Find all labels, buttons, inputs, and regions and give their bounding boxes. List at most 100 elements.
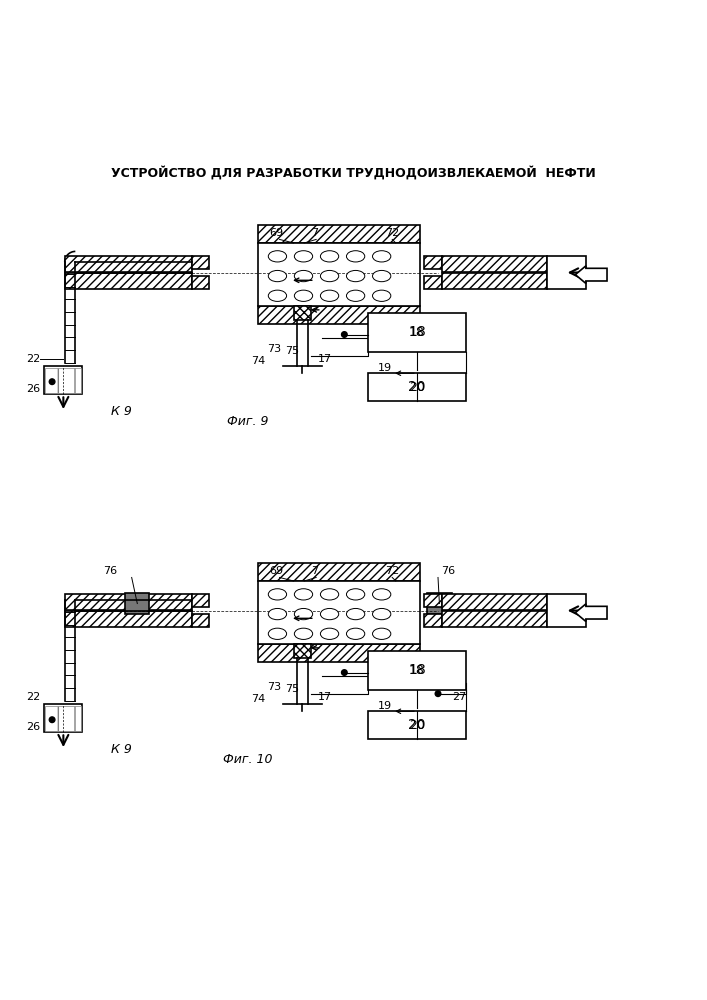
Text: 20: 20: [409, 719, 425, 732]
Text: 18: 18: [409, 326, 425, 339]
Ellipse shape: [294, 251, 312, 262]
Ellipse shape: [373, 608, 391, 620]
Text: 72: 72: [385, 228, 399, 238]
Text: 20: 20: [408, 380, 426, 394]
Bar: [368, 711, 466, 739]
Bar: [368, 651, 466, 690]
Ellipse shape: [294, 608, 312, 620]
Ellipse shape: [346, 270, 365, 282]
Bar: [124, 593, 149, 614]
Text: 75: 75: [285, 684, 299, 694]
Text: 74: 74: [251, 694, 266, 704]
Text: 20: 20: [408, 718, 426, 732]
Text: 69: 69: [269, 566, 283, 576]
Circle shape: [49, 379, 55, 385]
Text: 7: 7: [311, 566, 318, 576]
Bar: [192, 256, 209, 269]
Bar: [45, 706, 81, 731]
Bar: [547, 594, 586, 627]
Bar: [259, 243, 421, 306]
Text: 20: 20: [409, 381, 425, 394]
Bar: [424, 594, 442, 607]
Text: 74: 74: [251, 356, 266, 366]
Text: 26: 26: [26, 722, 40, 732]
Ellipse shape: [268, 290, 286, 301]
Text: 17: 17: [318, 692, 332, 702]
Text: 18: 18: [409, 664, 425, 677]
Ellipse shape: [268, 628, 286, 639]
Text: 7: 7: [311, 228, 318, 238]
Ellipse shape: [320, 290, 339, 301]
Ellipse shape: [268, 589, 286, 600]
Bar: [192, 614, 209, 627]
Ellipse shape: [346, 251, 365, 262]
Text: К 9: К 9: [111, 743, 132, 756]
Bar: [442, 273, 547, 289]
Text: Фиг. 9: Фиг. 9: [227, 415, 269, 428]
Text: 73: 73: [267, 344, 281, 354]
Ellipse shape: [373, 251, 391, 262]
Text: 18: 18: [408, 663, 426, 677]
Text: 72: 72: [385, 566, 399, 576]
Ellipse shape: [346, 608, 365, 620]
Bar: [65, 611, 192, 627]
Bar: [44, 366, 83, 394]
Text: 76: 76: [441, 566, 455, 576]
Text: УСТРОЙСТВО ДЛЯ РАЗРАБОТКИ ТРУДНОДОИЗВЛЕКАЕМОЙ  НЕФТИ: УСТРОЙСТВО ДЛЯ РАЗРАБОТКИ ТРУДНОДОИЗВЛЕК…: [111, 166, 596, 180]
Bar: [293, 306, 311, 320]
Text: 19: 19: [378, 701, 392, 711]
FancyArrow shape: [575, 266, 607, 283]
Bar: [428, 593, 452, 614]
Ellipse shape: [320, 589, 339, 600]
Circle shape: [341, 670, 347, 675]
Bar: [44, 704, 83, 732]
FancyArrow shape: [575, 604, 607, 621]
Text: 76: 76: [103, 566, 117, 576]
Text: 75: 75: [285, 346, 299, 356]
Bar: [424, 276, 442, 289]
Ellipse shape: [373, 589, 391, 600]
Ellipse shape: [268, 251, 286, 262]
Text: Фиг. 10: Фиг. 10: [223, 753, 273, 766]
Text: 22: 22: [26, 692, 40, 702]
Text: 19: 19: [378, 363, 392, 373]
Ellipse shape: [320, 270, 339, 282]
Bar: [65, 256, 192, 272]
Circle shape: [436, 691, 441, 696]
Ellipse shape: [373, 270, 391, 282]
Bar: [192, 276, 209, 289]
Bar: [293, 644, 311, 658]
Ellipse shape: [294, 290, 312, 301]
Bar: [442, 594, 547, 610]
Bar: [368, 373, 466, 401]
Ellipse shape: [346, 290, 365, 301]
Text: 26: 26: [26, 384, 40, 394]
Ellipse shape: [320, 608, 339, 620]
Bar: [442, 611, 547, 627]
Ellipse shape: [268, 270, 286, 282]
Text: 73: 73: [267, 682, 281, 692]
Text: 17: 17: [318, 354, 332, 364]
Bar: [65, 273, 192, 289]
Ellipse shape: [373, 290, 391, 301]
Ellipse shape: [294, 270, 312, 282]
Bar: [547, 256, 586, 289]
Text: 22: 22: [26, 354, 40, 364]
Ellipse shape: [346, 589, 365, 600]
Circle shape: [341, 332, 347, 337]
Bar: [424, 614, 442, 627]
Bar: [442, 256, 547, 272]
Bar: [65, 594, 192, 610]
Bar: [259, 225, 421, 243]
Bar: [424, 256, 442, 269]
Ellipse shape: [294, 589, 312, 600]
Circle shape: [49, 717, 55, 723]
Text: К 9: К 9: [111, 405, 132, 418]
Ellipse shape: [346, 628, 365, 639]
Ellipse shape: [294, 628, 312, 639]
Bar: [259, 306, 421, 324]
Bar: [259, 563, 421, 581]
Ellipse shape: [320, 251, 339, 262]
Bar: [259, 581, 421, 644]
Bar: [45, 368, 81, 393]
